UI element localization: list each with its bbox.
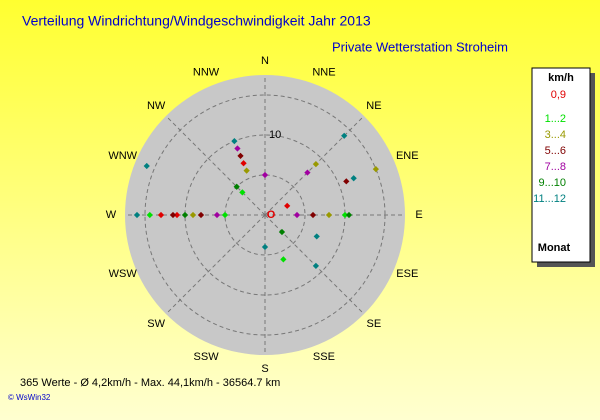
spoke: [264, 115, 365, 216]
center-marker: O: [267, 209, 276, 221]
point: [312, 262, 320, 270]
direction-label: ESE: [396, 268, 418, 280]
point: [312, 160, 320, 168]
legend-label: 11...12: [533, 193, 566, 205]
legend: [531, 67, 591, 263]
point: [133, 211, 141, 219]
credit: © WsWin32: [8, 393, 51, 402]
legend-title: km/h: [548, 72, 574, 84]
direction-label: WSW: [109, 268, 138, 280]
legend-label: 5...6: [545, 145, 566, 157]
legend-label: 7...8: [545, 161, 566, 173]
point: [157, 211, 165, 219]
legend-label: 0,9: [551, 89, 566, 101]
point: [237, 152, 244, 159]
point: [243, 167, 250, 174]
direction-label: E: [415, 209, 422, 221]
direction-label: S: [261, 363, 268, 375]
point: [239, 189, 246, 196]
point: [189, 211, 197, 219]
point: [197, 211, 205, 219]
direction-label: W: [106, 209, 117, 221]
point: [233, 183, 240, 190]
chart-title: Verteilung Windrichtung/Windgeschwindigk…: [22, 13, 371, 29]
legend-label: 9...10: [538, 177, 566, 189]
footer: 365 Werte - Ø 4,2km/h - Max. 44,1km/h - …: [20, 377, 280, 389]
legend-label: 3...4: [545, 129, 566, 141]
direction-label: WNW: [108, 150, 137, 162]
direction-label: N: [261, 55, 269, 67]
point: [181, 211, 189, 219]
direction-label: NW: [147, 100, 166, 112]
direction-label: NNE: [312, 67, 335, 79]
point: [234, 145, 241, 152]
point: [173, 211, 181, 219]
point: [280, 256, 287, 263]
legend-footer: Monat: [538, 242, 571, 254]
spoke: [165, 214, 266, 315]
point: [213, 211, 221, 219]
spoke: [165, 115, 266, 216]
point: [341, 132, 348, 139]
direction-label: SW: [147, 318, 165, 330]
legend-label: 1...2: [545, 113, 566, 125]
direction-label: NNW: [193, 67, 220, 79]
point: [169, 211, 177, 219]
r-tick-label: 10: [269, 129, 281, 141]
chart-subtitle: Private Wetterstation Stroheim: [332, 39, 508, 54]
ring: [224, 174, 306, 256]
direction-label: NE: [366, 100, 381, 112]
direction-label: SE: [367, 318, 382, 330]
direction-label: SSE: [313, 351, 335, 363]
point: [146, 211, 153, 219]
point: [221, 211, 229, 219]
direction-label: ENE: [396, 150, 419, 162]
direction-label: SSW: [194, 351, 220, 363]
